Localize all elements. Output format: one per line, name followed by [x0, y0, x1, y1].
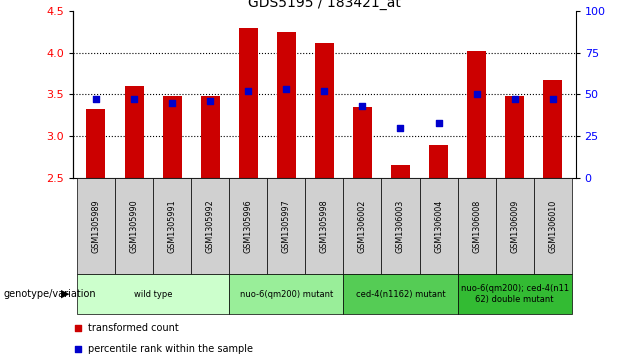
Bar — [315, 44, 334, 178]
Bar — [467, 51, 486, 178]
Bar — [543, 80, 562, 178]
Text: GSM1305997: GSM1305997 — [282, 199, 291, 253]
Point — [509, 97, 520, 102]
Point — [73, 325, 83, 331]
Bar — [277, 32, 296, 178]
Point — [471, 91, 481, 97]
Point — [548, 97, 558, 102]
Bar — [153, 178, 191, 274]
Point — [243, 88, 253, 94]
Title: GDS5195 / 183421_at: GDS5195 / 183421_at — [248, 0, 401, 10]
Bar — [343, 274, 457, 314]
Bar — [125, 86, 144, 178]
Point — [281, 86, 291, 92]
Bar — [534, 178, 572, 274]
Bar — [391, 166, 410, 178]
Text: GSM1306010: GSM1306010 — [548, 199, 557, 253]
Bar — [495, 178, 534, 274]
Point — [434, 120, 444, 126]
Bar — [457, 274, 572, 314]
Bar — [191, 178, 229, 274]
Bar — [77, 274, 229, 314]
Bar — [343, 178, 382, 274]
Point — [357, 103, 368, 109]
Text: GSM1306009: GSM1306009 — [510, 199, 519, 253]
Bar — [238, 28, 258, 178]
Text: genotype/variation: genotype/variation — [3, 289, 96, 299]
Text: GSM1305992: GSM1305992 — [205, 199, 215, 253]
Bar — [305, 178, 343, 274]
Text: GSM1305996: GSM1305996 — [244, 199, 252, 253]
Bar — [229, 274, 343, 314]
Bar — [200, 96, 219, 178]
Point — [205, 98, 215, 104]
Point — [167, 100, 177, 106]
Text: GSM1306003: GSM1306003 — [396, 199, 405, 253]
Text: GSM1305998: GSM1305998 — [320, 199, 329, 253]
Text: ced-4(n1162) mutant: ced-4(n1162) mutant — [356, 290, 445, 298]
Text: GSM1305990: GSM1305990 — [130, 199, 139, 253]
Bar — [115, 178, 153, 274]
Bar — [429, 145, 448, 178]
Bar — [382, 178, 420, 274]
Point — [91, 97, 101, 102]
Bar — [420, 178, 457, 274]
Text: GSM1306008: GSM1306008 — [472, 199, 481, 253]
Bar — [229, 178, 267, 274]
Point — [73, 346, 83, 352]
Bar — [457, 178, 495, 274]
Text: nuo-6(qm200); ced-4(n11
62) double mutant: nuo-6(qm200); ced-4(n11 62) double mutan… — [460, 284, 569, 304]
Text: percentile rank within the sample: percentile rank within the sample — [88, 344, 253, 354]
Text: nuo-6(qm200) mutant: nuo-6(qm200) mutant — [240, 290, 333, 298]
Point — [396, 125, 406, 131]
Bar — [353, 107, 372, 178]
Text: GSM1305989: GSM1305989 — [92, 199, 100, 253]
Bar — [77, 178, 115, 274]
Point — [319, 88, 329, 94]
Text: ▶: ▶ — [62, 289, 70, 299]
Text: GSM1306002: GSM1306002 — [358, 199, 367, 253]
Text: GSM1306004: GSM1306004 — [434, 199, 443, 253]
Text: GSM1305991: GSM1305991 — [168, 199, 177, 253]
Bar — [267, 178, 305, 274]
Bar — [86, 109, 106, 178]
Bar — [505, 96, 524, 178]
Bar — [163, 96, 182, 178]
Point — [129, 97, 139, 102]
Text: transformed count: transformed count — [88, 323, 179, 333]
Text: wild type: wild type — [134, 290, 172, 298]
